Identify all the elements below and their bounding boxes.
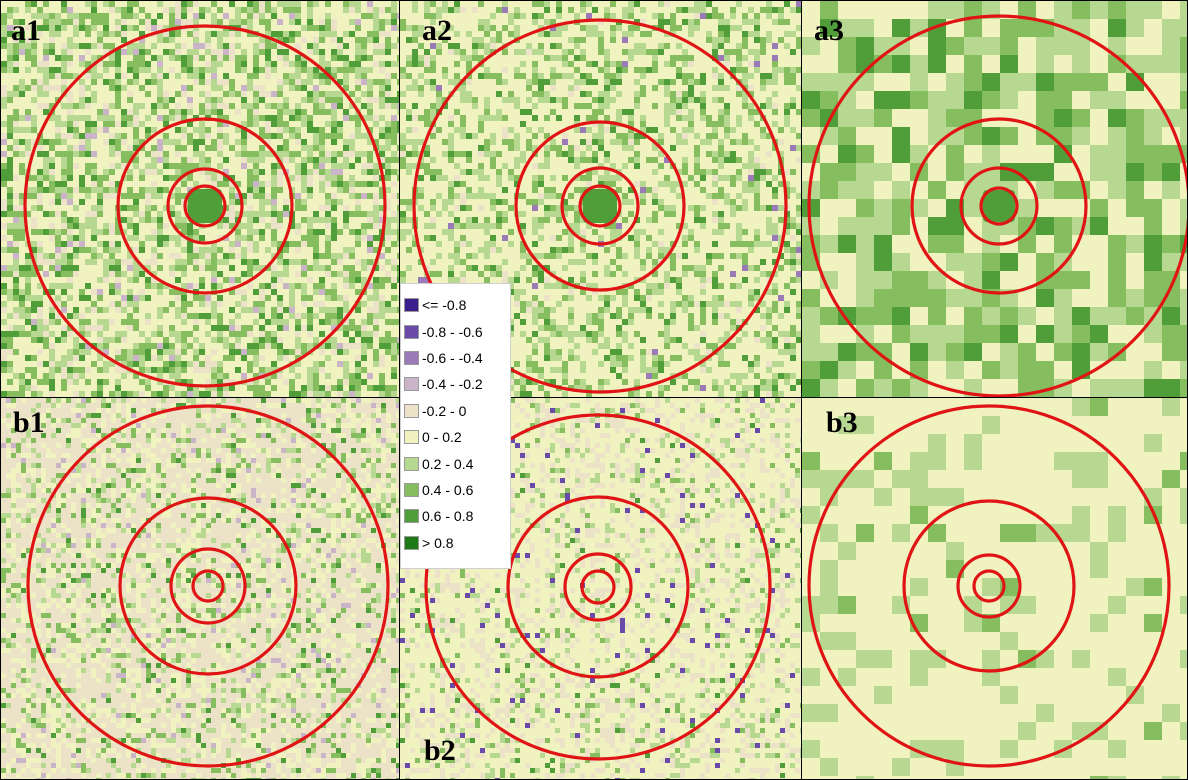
buffer-ring-1 [807, 14, 1187, 397]
legend-swatch [404, 509, 419, 524]
legend-swatch [404, 403, 419, 418]
map-panel-b3: b3 [802, 398, 1187, 779]
legend-label: 0 - 0.2 [422, 429, 462, 446]
map-panel-a2: a2 [400, 1, 801, 397]
buffer-ring-3 [563, 552, 633, 622]
panel-label-b1: b1 [13, 406, 45, 439]
map-raster-a2 [400, 1, 801, 397]
buffer-ring-2 [118, 496, 298, 676]
map-raster-b3 [802, 398, 1187, 779]
panel-label-a1: a1 [11, 14, 41, 47]
panel-label-b2: b2 [424, 734, 456, 767]
buffer-ring-3 [956, 553, 1022, 619]
buffer-ring-3 [169, 547, 247, 625]
buffer-ring-4 [580, 569, 616, 605]
legend-item: -0.4 - -0.2 [401, 371, 510, 397]
legend-label: -0.8 - -0.6 [422, 323, 483, 340]
legend-label: -0.4 - -0.2 [422, 376, 483, 393]
legend-swatch [404, 324, 419, 339]
legend-label: -0.2 - 0 [422, 402, 467, 419]
legend-swatch [404, 350, 419, 365]
center-target [583, 189, 617, 223]
legend-label: 0.6 - 0.8 [422, 508, 474, 525]
buffer-ring-2 [910, 117, 1088, 295]
buffer-ring-2 [514, 120, 686, 292]
legend-label: 0.2 - 0.4 [422, 455, 474, 472]
legend-item: <= -0.8 [401, 292, 510, 318]
center-target [983, 190, 1015, 222]
legend-item: -0.2 - 0 [401, 398, 510, 424]
buffer-ring-2 [506, 495, 690, 679]
legend-swatch [404, 298, 419, 313]
buffer-ring-4 [191, 569, 225, 603]
buffer-ring-4 [979, 186, 1019, 226]
map-panel-a1: a1 [1, 1, 399, 397]
legend-item: > 0.8 [401, 530, 510, 556]
buffer-ring-3 [166, 167, 244, 245]
buffer-ring-2 [116, 117, 294, 295]
panel-label-b3: b3 [826, 406, 858, 439]
legend-swatch [404, 377, 419, 392]
legend-swatch [404, 535, 419, 550]
raster-cells [400, 1, 801, 397]
panel-label-a3: a3 [814, 14, 844, 47]
panel-label-a2: a2 [422, 14, 452, 47]
buffer-ring-3 [560, 166, 640, 246]
legend-swatch [404, 430, 419, 445]
legend-label: 0.4 - 0.6 [422, 481, 474, 498]
buffer-ring-1 [23, 24, 387, 388]
legend-item: -0.6 - -0.4 [401, 345, 510, 371]
map-panel-a3: a3 [802, 1, 1187, 397]
raster-cells [802, 398, 1187, 779]
legend-item: 0.6 - 0.8 [401, 503, 510, 529]
map-raster-a1 [1, 1, 399, 397]
legend-label: -0.6 - -0.4 [422, 349, 483, 366]
center-target [188, 189, 222, 223]
map-raster-a3 [802, 1, 1187, 397]
map-legend: <= -0.8 -0.8 - -0.6 -0.6 - -0.4 -0.4 - -… [400, 283, 511, 569]
map-raster-b1 [1, 398, 399, 779]
raster-cells [1, 398, 399, 779]
legend-item: 0.4 - 0.6 [401, 477, 510, 503]
legend-item: -0.8 - -0.6 [401, 318, 510, 344]
legend-swatch [404, 482, 419, 497]
map-panel-b1: b1 [1, 398, 399, 779]
buffer-ring-2 [902, 499, 1076, 673]
raster-cells [802, 1, 1187, 397]
buffer-ring-3 [959, 166, 1039, 246]
buffer-ring-1 [424, 413, 772, 761]
buffer-ring-4 [183, 184, 227, 228]
buffer-ring-1 [412, 18, 788, 394]
legend-label: <= -0.8 [422, 297, 467, 314]
legend-item: 0.2 - 0.4 [401, 450, 510, 476]
buffer-ring-4 [578, 184, 622, 228]
legend-label: > 0.8 [422, 534, 454, 551]
buffer-ring-1 [807, 404, 1171, 768]
legend-swatch [404, 456, 419, 471]
legend-item: 0 - 0.2 [401, 424, 510, 450]
buffer-ring-1 [26, 404, 390, 768]
buffer-ring-4 [972, 569, 1006, 603]
